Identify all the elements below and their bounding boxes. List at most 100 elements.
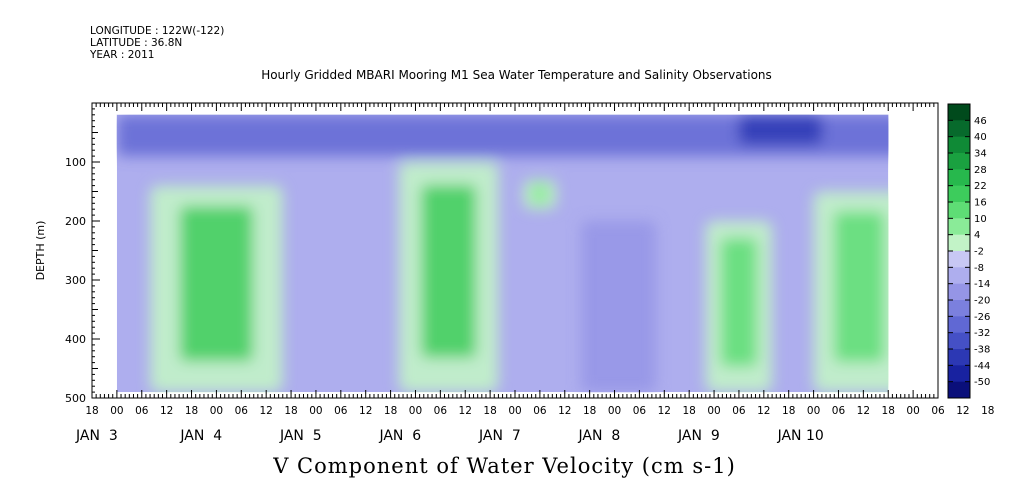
y-tick-label: 500 bbox=[65, 392, 86, 405]
latitude-label: LATITUDE : 36.8N bbox=[90, 37, 183, 49]
colorbar-band bbox=[948, 332, 970, 350]
colorbar-band bbox=[948, 349, 970, 366]
y-axis-label: DEPTH (m) bbox=[34, 221, 47, 281]
x-tick-label: 06 bbox=[434, 405, 448, 417]
heatmap-field bbox=[116, 114, 889, 393]
x-tick-label: 06 bbox=[732, 405, 746, 417]
day-label: JAN 8 bbox=[578, 428, 621, 444]
colorbar-band bbox=[948, 316, 970, 334]
x-tick-label: 00 bbox=[807, 405, 820, 417]
colorbar-band bbox=[948, 185, 970, 203]
x-tick-label: 00 bbox=[707, 405, 720, 417]
x-tick-label: 00 bbox=[608, 405, 621, 417]
colorbar-band bbox=[948, 365, 970, 383]
x-tick-label: 18 bbox=[85, 405, 98, 417]
colorbar-band bbox=[948, 381, 970, 399]
positive-feature-core bbox=[720, 238, 758, 367]
x-tick-label: 00 bbox=[210, 405, 223, 417]
colorbar-label: -2 bbox=[974, 247, 984, 258]
colorbar-label: -32 bbox=[974, 328, 990, 339]
longitude-label: LONGITUDE : 122W(-122) bbox=[90, 25, 225, 37]
colorbar-label: -8 bbox=[974, 263, 984, 274]
colorbar-label: 46 bbox=[974, 116, 987, 127]
colorbar-band bbox=[948, 202, 970, 219]
colorbar-band bbox=[948, 169, 970, 187]
heatmap-features bbox=[116, 114, 889, 393]
positive-feature-core bbox=[834, 211, 885, 363]
colorbar-band bbox=[948, 300, 970, 317]
x-tick-label: 18 bbox=[384, 405, 397, 417]
colorbar-band bbox=[948, 218, 970, 236]
x-tick-label: 06 bbox=[135, 405, 149, 417]
y-tick-label: 400 bbox=[65, 333, 86, 346]
colorbar-label: -14 bbox=[974, 279, 990, 290]
x-tick-label: 18 bbox=[981, 405, 994, 417]
day-label: JAN 9 bbox=[677, 428, 720, 444]
x-tick-label: 12 bbox=[558, 405, 571, 417]
colorbar-label: 40 bbox=[974, 132, 987, 143]
colorbar-band bbox=[948, 267, 970, 285]
x-tick-label: 18 bbox=[284, 405, 297, 417]
day-label: JAN 4 bbox=[179, 428, 222, 444]
colorbar-band bbox=[948, 120, 970, 138]
day-label: JAN 3 bbox=[75, 428, 118, 444]
negative-feature bbox=[581, 221, 656, 393]
colorbar-label: -20 bbox=[974, 296, 990, 307]
colorbar-label: 10 bbox=[974, 214, 987, 225]
x-tick-label: 12 bbox=[459, 405, 472, 417]
y-tick-label: 100 bbox=[65, 156, 86, 169]
colorbar-label: 16 bbox=[974, 198, 987, 209]
x-tick-label: 00 bbox=[906, 405, 919, 417]
day-label: JAN 5 bbox=[279, 428, 322, 444]
x-tick-label: 00 bbox=[110, 405, 123, 417]
colorbar-band bbox=[948, 283, 970, 301]
colorbar-title: V Component of Water Velocity (cm s-1) bbox=[273, 454, 736, 478]
x-tick-label: 00 bbox=[508, 405, 521, 417]
colorbar-label: 22 bbox=[974, 181, 987, 192]
x-tick-label: 12 bbox=[359, 405, 372, 417]
colorbar-label: 4 bbox=[974, 230, 980, 241]
colorbar-band bbox=[948, 153, 970, 170]
x-tick-label: 06 bbox=[633, 405, 647, 417]
x-tick-label: 18 bbox=[483, 405, 496, 417]
colorbar-band bbox=[948, 136, 970, 154]
colorbar-band bbox=[948, 234, 970, 252]
x-tick-label: 00 bbox=[409, 405, 422, 417]
colorbar-band bbox=[948, 251, 970, 268]
plot-title: Hourly Gridded MBARI Mooring M1 Sea Wate… bbox=[261, 68, 772, 82]
x-tick-label: 12 bbox=[857, 405, 870, 417]
day-label: JAN 6 bbox=[378, 428, 421, 444]
x-tick-label: 18 bbox=[682, 405, 695, 417]
x-tick-label: 18 bbox=[782, 405, 795, 417]
positive-feature-core bbox=[179, 206, 253, 362]
x-axis: 18 00 06 12 18 00 06 12 18 00 06 12 18 00 06 12 18 00 06 12… bbox=[75, 103, 994, 444]
x-tick-label: 06 bbox=[533, 405, 547, 417]
x-tick-label: 18 bbox=[882, 405, 895, 417]
colorbar: 46 40 34 28 22 16 10 4 -2 -8 -14 -20 -26 -32 -38 -44 -50 bbox=[947, 103, 990, 399]
x-tick-label: 12 bbox=[956, 405, 969, 417]
positive-feature-core bbox=[421, 185, 477, 358]
x-tick-label: 12 bbox=[160, 405, 173, 417]
x-tick-label: 18 bbox=[583, 405, 596, 417]
x-tick-label: 12 bbox=[757, 405, 770, 417]
colorbar-label: -26 bbox=[974, 312, 990, 323]
x-tick-label: 06 bbox=[235, 405, 249, 417]
colorbar-label: -44 bbox=[974, 361, 990, 372]
y-tick-label: 200 bbox=[65, 215, 86, 228]
colorbar-label: -38 bbox=[974, 345, 990, 356]
x-tick-label: 06 bbox=[931, 405, 945, 417]
y-tick-label: 300 bbox=[65, 274, 86, 287]
positive-feature-core bbox=[530, 182, 550, 205]
x-tick-label: 06 bbox=[832, 405, 846, 417]
x-tick-label: 06 bbox=[334, 405, 348, 417]
x-tick-label: 12 bbox=[658, 405, 671, 417]
colorbar-label: 28 bbox=[974, 165, 987, 176]
negative-feature bbox=[116, 114, 889, 157]
day-label: JAN 7 bbox=[478, 428, 521, 444]
x-tick-label: 12 bbox=[259, 405, 272, 417]
y-axis: 100 200 300 400 500 DEPTH (m) bbox=[34, 102, 100, 405]
colorbar-label: 34 bbox=[974, 149, 987, 160]
x-tick-label: 00 bbox=[309, 405, 322, 417]
year-label: YEAR : 2011 bbox=[90, 49, 155, 61]
